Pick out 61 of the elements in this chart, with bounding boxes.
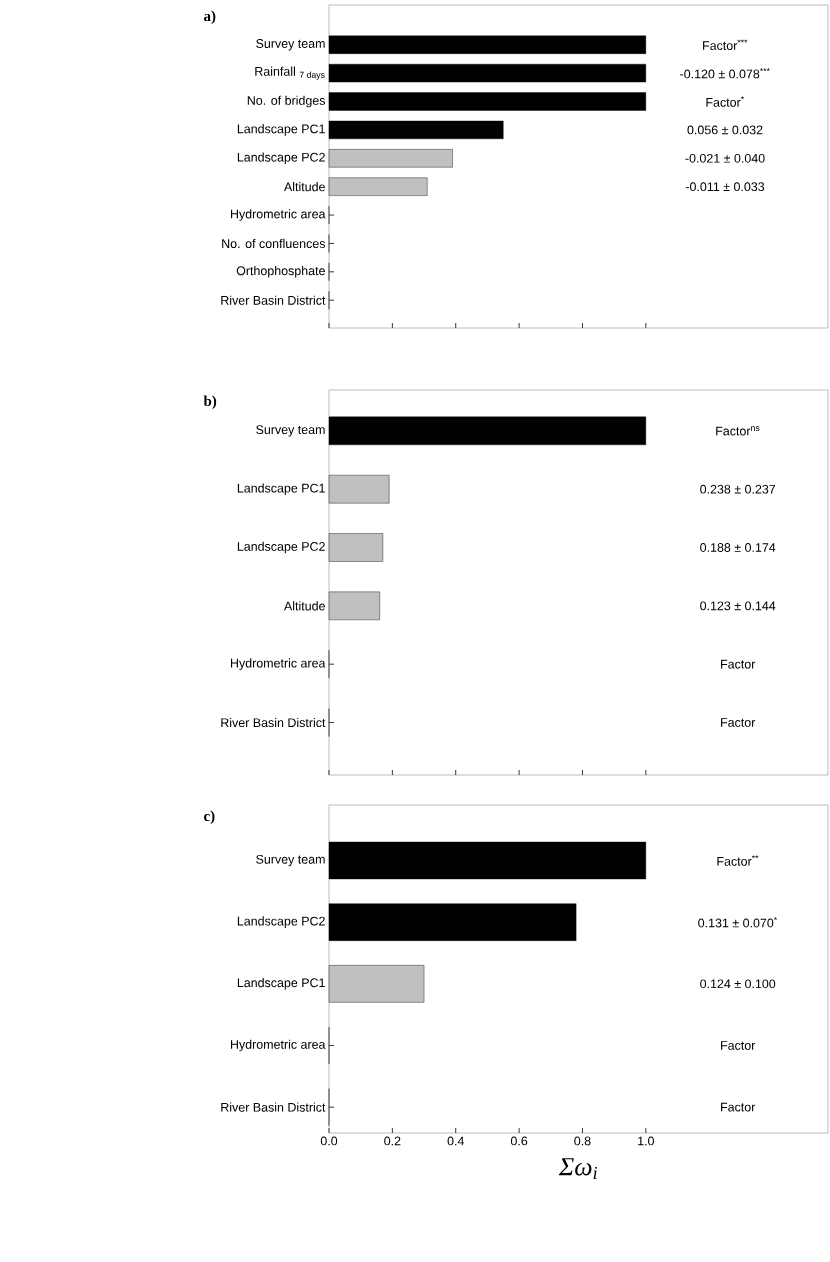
y-tick-label: Altitude (283, 601, 325, 611)
y-tick-label: Landscape PC1 (237, 124, 325, 136)
y-tick-label: Survey team (256, 854, 325, 867)
y-tick-label: River Basin District (221, 1102, 326, 1112)
annotation: 0.131 ± 0.070$^{*}$ (698, 916, 778, 928)
annotation: -0.011 ± 0.033 (685, 182, 765, 192)
annotation: Factor (721, 659, 756, 669)
bar (328, 591, 380, 621)
bar (328, 120, 504, 140)
bar (328, 92, 647, 111)
y-tick-label: Altitude (283, 182, 325, 192)
x-tick-label: 0.2 (384, 1136, 401, 1146)
annotation: Factor$^{**}$ (717, 855, 759, 866)
annotation: 0.124 ± 0.100 (700, 979, 776, 989)
bar (328, 841, 647, 880)
y-tick-label: Survey team (256, 39, 325, 51)
bar (328, 149, 453, 168)
x-tick-label: 0.8 (574, 1136, 591, 1146)
annotation: Factor$^{ns}$ (716, 426, 760, 436)
annotation: Factor (721, 1102, 756, 1112)
annotation: Factor (721, 1041, 756, 1050)
text: c) (204, 810, 215, 825)
annotation: 0.123 ± 0.144 (700, 601, 776, 611)
y-tick-label: No. of confluences (222, 238, 326, 249)
x-tick-label: 0.6 (510, 1136, 528, 1146)
y-tick-label: Landscape PC2 (237, 916, 325, 928)
y-tick-label: No. of bridges (247, 95, 326, 108)
bar (328, 177, 428, 196)
y-tick-label: Landscape PC1 (237, 978, 325, 990)
annotation: 0.238 ± 0.237 (700, 484, 776, 494)
y-tick-label: Rainfall $_{7 days}$ (255, 66, 325, 80)
x-axis-title: Σω$_{i}$ (558, 1158, 598, 1179)
bar (328, 35, 647, 54)
annotation: 0.056 ± 0.032 (687, 125, 763, 135)
bar (328, 533, 384, 562)
annotation: -0.120 ± 0.078$^{***}$ (680, 67, 770, 79)
y-tick-label: Orthophosphate (236, 266, 325, 278)
bar (328, 416, 647, 446)
chart-title: a) (204, 10, 216, 25)
annotation: Factor$^{***}$ (703, 39, 748, 50)
annotation: 0.188 ± 0.174 (700, 543, 776, 552)
y-tick-label: Landscape PC2 (237, 152, 325, 165)
y-tick-label: Landscape PC2 (237, 541, 325, 554)
y-tick-label: River Basin District (221, 295, 326, 305)
bar (328, 474, 390, 504)
y-tick-label: Hydrometric area (230, 1039, 326, 1052)
bar (328, 64, 647, 83)
x-tick-label: 0.0 (320, 1136, 338, 1146)
y-tick-label: Hydrometric area (230, 658, 326, 670)
y-tick-label: Hydrometric area (230, 209, 326, 221)
bar (328, 903, 577, 941)
annotation: Factor$^{*}$ (706, 96, 744, 107)
annotation: Factor (721, 718, 756, 727)
chart-title: b) (203, 395, 217, 410)
y-tick-label: River Basin District (221, 717, 326, 728)
y-tick-label: Survey team (256, 425, 325, 437)
annotation: -0.021 ± 0.040 (685, 153, 765, 163)
x-tick-label: 0.4 (447, 1136, 465, 1146)
y-tick-label: Landscape PC1 (237, 483, 325, 495)
x-tick-label: 1.0 (638, 1136, 654, 1146)
bar (328, 965, 425, 1003)
